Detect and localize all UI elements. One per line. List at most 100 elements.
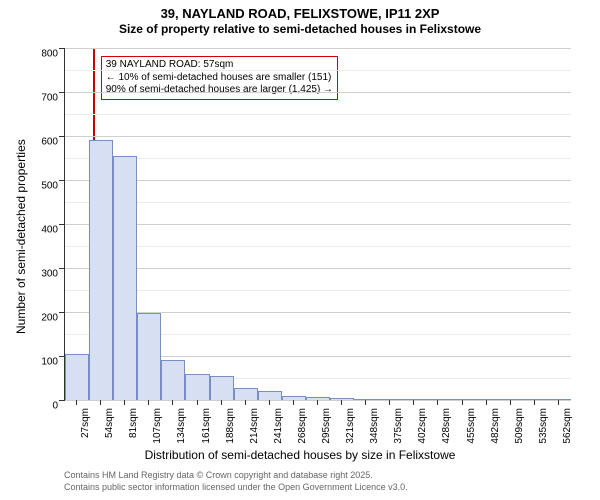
annotation-line2: ← 10% of semi-detached houses are smalle… [106, 72, 333, 85]
x-tick-label: 241sqm [273, 408, 284, 444]
x-tick-label: 188sqm [225, 408, 236, 444]
gridline [65, 158, 571, 159]
x-tick-label: 107sqm [152, 408, 163, 444]
x-tick-mark [389, 400, 390, 405]
y-tick-label: 800 [41, 49, 58, 60]
x-tick-label: 562sqm [562, 408, 573, 444]
gridline [65, 136, 571, 137]
histogram-bar [354, 399, 378, 400]
x-tick-mark [197, 400, 198, 405]
y-tick-label: 100 [41, 357, 58, 368]
histogram-bar [330, 398, 354, 400]
y-tick-label: 500 [41, 181, 58, 192]
credits-line1: Contains HM Land Registry data © Crown c… [64, 470, 373, 480]
x-tick-label: 455sqm [466, 408, 477, 444]
histogram-bar [113, 156, 137, 400]
x-tick-mark [148, 400, 149, 405]
y-tick-mark [59, 92, 64, 93]
histogram-bar [547, 399, 571, 400]
x-tick-mark [76, 400, 77, 405]
gridline [65, 180, 571, 181]
x-tick-label: 161sqm [201, 408, 212, 444]
x-tick-label: 54sqm [104, 408, 115, 438]
histogram-bar [475, 399, 499, 400]
x-tick-label: 214sqm [249, 408, 260, 444]
chart-title-line1: 39, NAYLAND ROAD, FELIXSTOWE, IP11 2XP [0, 6, 600, 21]
y-tick-mark [59, 268, 64, 269]
gridline [65, 92, 571, 93]
histogram-bar [523, 399, 547, 400]
y-axis-label: Number of semi-detached properties [14, 139, 28, 334]
gridline [65, 290, 571, 291]
y-tick-label: 600 [41, 137, 58, 148]
x-tick-mark [462, 400, 463, 405]
histogram-bar [499, 399, 523, 400]
y-tick-mark [59, 48, 64, 49]
y-tick-mark [59, 136, 64, 137]
gridline [65, 400, 571, 401]
x-tick-label: 134sqm [176, 408, 187, 444]
gridline [65, 246, 571, 247]
plot-area: 39 NAYLAND ROAD: 57sqm ← 10% of semi-det… [64, 48, 571, 401]
x-tick-mark [172, 400, 173, 405]
gridline [65, 70, 571, 71]
x-tick-mark [510, 400, 511, 405]
y-tick-label: 200 [41, 313, 58, 324]
y-tick-label: 300 [41, 269, 58, 280]
histogram-bar [282, 396, 306, 400]
histogram-bar [426, 399, 450, 400]
x-tick-mark [413, 400, 414, 405]
x-tick-mark [100, 400, 101, 405]
credits-line2: Contains public sector information licen… [64, 482, 408, 492]
gridline [65, 268, 571, 269]
x-tick-label: 509sqm [514, 408, 525, 444]
gridline [65, 202, 571, 203]
y-tick-label: 0 [52, 401, 58, 412]
histogram-bar [89, 140, 113, 400]
x-axis-label: Distribution of semi-detached houses by … [0, 448, 600, 462]
y-tick-mark [59, 180, 64, 181]
x-tick-mark [317, 400, 318, 405]
x-tick-mark [341, 400, 342, 405]
x-tick-label: 27sqm [80, 408, 91, 438]
x-tick-label: 295sqm [321, 408, 332, 444]
gridline [65, 224, 571, 225]
y-tick-mark [59, 356, 64, 357]
chart-container: { "title_line1": "39, NAYLAND ROAD, FELI… [0, 0, 600, 500]
x-tick-mark [245, 400, 246, 405]
x-tick-label: 268sqm [297, 408, 308, 444]
x-tick-label: 535sqm [538, 408, 549, 444]
y-tick-mark [59, 400, 64, 401]
x-tick-mark [437, 400, 438, 405]
x-tick-label: 402sqm [417, 408, 428, 444]
x-tick-mark [293, 400, 294, 405]
x-tick-mark [221, 400, 222, 405]
gridline [65, 48, 571, 49]
x-tick-label: 81sqm [128, 408, 139, 438]
x-tick-label: 321sqm [345, 408, 356, 444]
x-tick-label: 428sqm [441, 408, 452, 444]
histogram-bar [451, 399, 475, 400]
y-tick-label: 400 [41, 225, 58, 236]
histogram-bar [65, 354, 89, 400]
gridline [65, 114, 571, 115]
x-tick-label: 348sqm [369, 408, 380, 444]
histogram-bar [185, 374, 209, 400]
chart-title-line2: Size of property relative to semi-detach… [0, 22, 600, 36]
annotation-line3: 90% of semi-detached houses are larger (… [106, 84, 333, 97]
x-tick-mark [269, 400, 270, 405]
x-tick-mark [124, 400, 125, 405]
y-tick-mark [59, 312, 64, 313]
y-tick-label: 700 [41, 93, 58, 104]
histogram-bar [402, 399, 426, 400]
histogram-bar [378, 399, 402, 400]
x-tick-mark [534, 400, 535, 405]
histogram-bar [234, 388, 258, 400]
x-tick-mark [486, 400, 487, 405]
x-tick-label: 482sqm [490, 408, 501, 444]
y-tick-mark [59, 224, 64, 225]
histogram-bar [258, 391, 282, 400]
histogram-bar [161, 360, 185, 400]
histogram-bar [210, 376, 234, 400]
x-tick-label: 375sqm [393, 408, 404, 444]
